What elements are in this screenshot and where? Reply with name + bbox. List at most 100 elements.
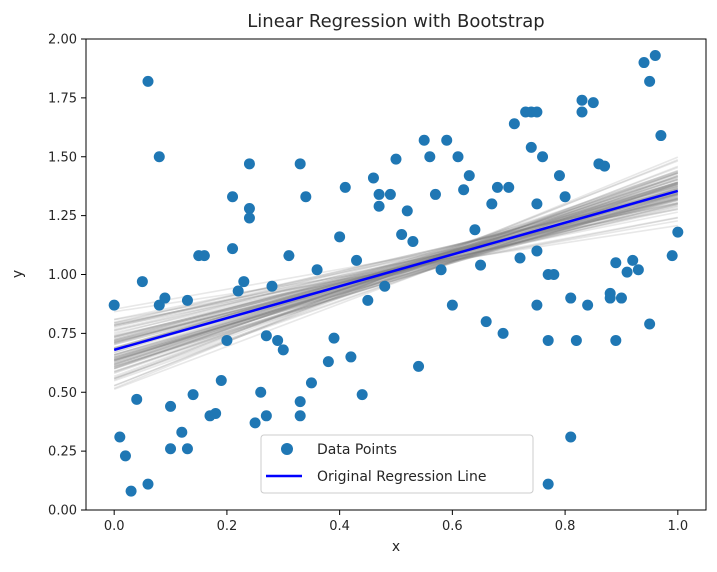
bootstrap-line	[113, 193, 679, 359]
bootstrap-line	[113, 203, 679, 342]
bootstrap-line	[113, 197, 679, 356]
data-point	[255, 386, 267, 398]
data-point	[260, 330, 272, 342]
data-point	[142, 75, 154, 87]
bootstrap-line	[113, 165, 679, 387]
data-point	[311, 264, 323, 276]
data-point	[469, 224, 481, 236]
data-point	[181, 294, 193, 306]
bootstrap-line	[114, 217, 678, 327]
bootstrap-line	[113, 170, 679, 365]
y-tick-label: 1.00	[48, 268, 77, 283]
bootstrap-line	[113, 189, 679, 370]
bootstrap-line	[113, 185, 679, 349]
bootstrap-line	[113, 194, 679, 362]
bootstrap-line	[113, 202, 679, 342]
data-point	[576, 106, 588, 118]
y-tick-label: 1.75	[48, 91, 77, 106]
y-tick-label: 0.25	[48, 445, 77, 460]
data-point	[379, 280, 391, 292]
data-point	[508, 118, 520, 130]
data-point	[615, 292, 627, 304]
bootstrap-line	[114, 201, 678, 326]
data-point	[221, 334, 233, 346]
y-axis-label: y	[10, 270, 26, 278]
bootstrap-line	[113, 192, 679, 368]
y-tick-label: 1.25	[48, 209, 77, 224]
bootstrap-line	[113, 198, 679, 332]
data-point	[531, 299, 543, 311]
data-point	[435, 264, 447, 276]
data-point	[108, 299, 120, 311]
bootstrap-line	[113, 182, 679, 362]
data-point	[576, 94, 588, 106]
data-point	[390, 153, 402, 165]
bootstrap-line	[113, 175, 679, 375]
bootstrap-line	[113, 188, 679, 342]
legend: Data Points Original Regression Line	[260, 434, 534, 494]
data-point	[362, 294, 374, 306]
bootstrap-line	[113, 183, 679, 341]
x-tick-label: 0.6	[442, 519, 463, 534]
data-point	[334, 231, 346, 243]
data-point	[407, 236, 419, 248]
bootstrap-line	[113, 199, 679, 358]
data-point	[131, 393, 143, 405]
data-point	[243, 158, 255, 170]
data-point	[497, 327, 509, 339]
data-point	[294, 158, 306, 170]
data-point	[644, 318, 656, 330]
data-point	[525, 141, 537, 153]
y-tick-label: 1.50	[48, 150, 77, 165]
data-point	[339, 181, 351, 193]
bootstrap-line	[113, 182, 679, 356]
data-point	[176, 426, 188, 438]
bootstrap-line	[113, 198, 679, 346]
data-point	[582, 299, 594, 311]
data-point	[266, 280, 278, 292]
bootstrap-line	[113, 191, 679, 327]
y-tick-label: 2.00	[48, 33, 77, 48]
y-tick-label: 0.75	[48, 327, 77, 342]
data-point	[565, 292, 577, 304]
data-point	[463, 170, 475, 182]
x-tick-label: 0.0	[104, 519, 125, 534]
data-point	[136, 276, 148, 288]
bootstrap-line	[113, 170, 679, 363]
data-point	[424, 151, 436, 163]
data-point	[486, 198, 498, 210]
bootstrap-line	[114, 193, 678, 323]
bootstrap-line	[113, 195, 679, 361]
data-point	[621, 266, 633, 278]
data-point	[198, 250, 210, 262]
data-point	[305, 377, 317, 389]
data-point	[294, 410, 306, 422]
bootstrap-line	[113, 196, 679, 359]
bootstrap-line	[114, 224, 678, 313]
bootstrap-line	[113, 193, 679, 368]
data-point	[227, 191, 239, 203]
data-point	[531, 198, 543, 210]
bootstrap-line	[113, 184, 679, 361]
data-point	[243, 212, 255, 224]
data-point	[294, 396, 306, 408]
data-point	[503, 181, 515, 193]
data-point	[345, 351, 357, 363]
data-point	[356, 389, 368, 401]
data-point	[125, 485, 137, 497]
data-point	[396, 228, 408, 240]
data-point	[548, 269, 560, 280]
bootstrap-line	[113, 176, 679, 351]
data-point	[587, 97, 599, 109]
regression-line-group	[113, 189, 679, 352]
bootstrap-line	[113, 166, 679, 379]
data-point	[418, 134, 430, 146]
bootstrap-line	[113, 182, 679, 382]
data-point	[514, 252, 526, 264]
data-point	[272, 334, 284, 346]
data-point	[260, 410, 272, 422]
data-point	[283, 250, 295, 262]
bootstrap-line	[113, 183, 679, 373]
data-point	[632, 264, 644, 276]
data-point	[187, 389, 199, 401]
